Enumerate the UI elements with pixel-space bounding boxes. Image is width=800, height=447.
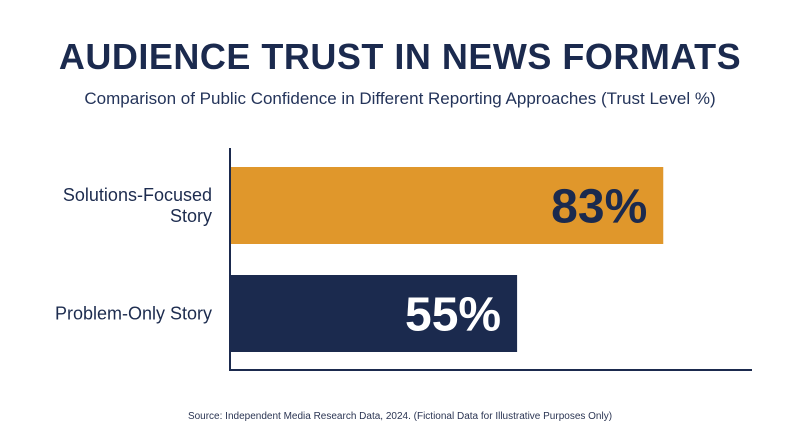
bar-value-label-1: 55% [405,289,501,342]
category-label-0: Solutions-Focused Story [63,185,212,226]
category-label-line: Problem-Only Story [55,304,212,324]
category-label-line: Story [170,206,212,226]
chart-title: AUDIENCE TRUST IN NEWS FORMATS [58,36,742,77]
category-label-1: Problem-Only Story [55,304,212,324]
source-note: Source: Independent Media Research Data,… [187,411,613,422]
category-label-line: Solutions-Focused [63,185,212,205]
chart-subtitle: Comparison of Public Confidence in Diffe… [84,89,716,108]
bar-0 [230,167,664,244]
bar-1 [230,275,518,352]
bar-value-label-0: 83% [551,181,647,234]
